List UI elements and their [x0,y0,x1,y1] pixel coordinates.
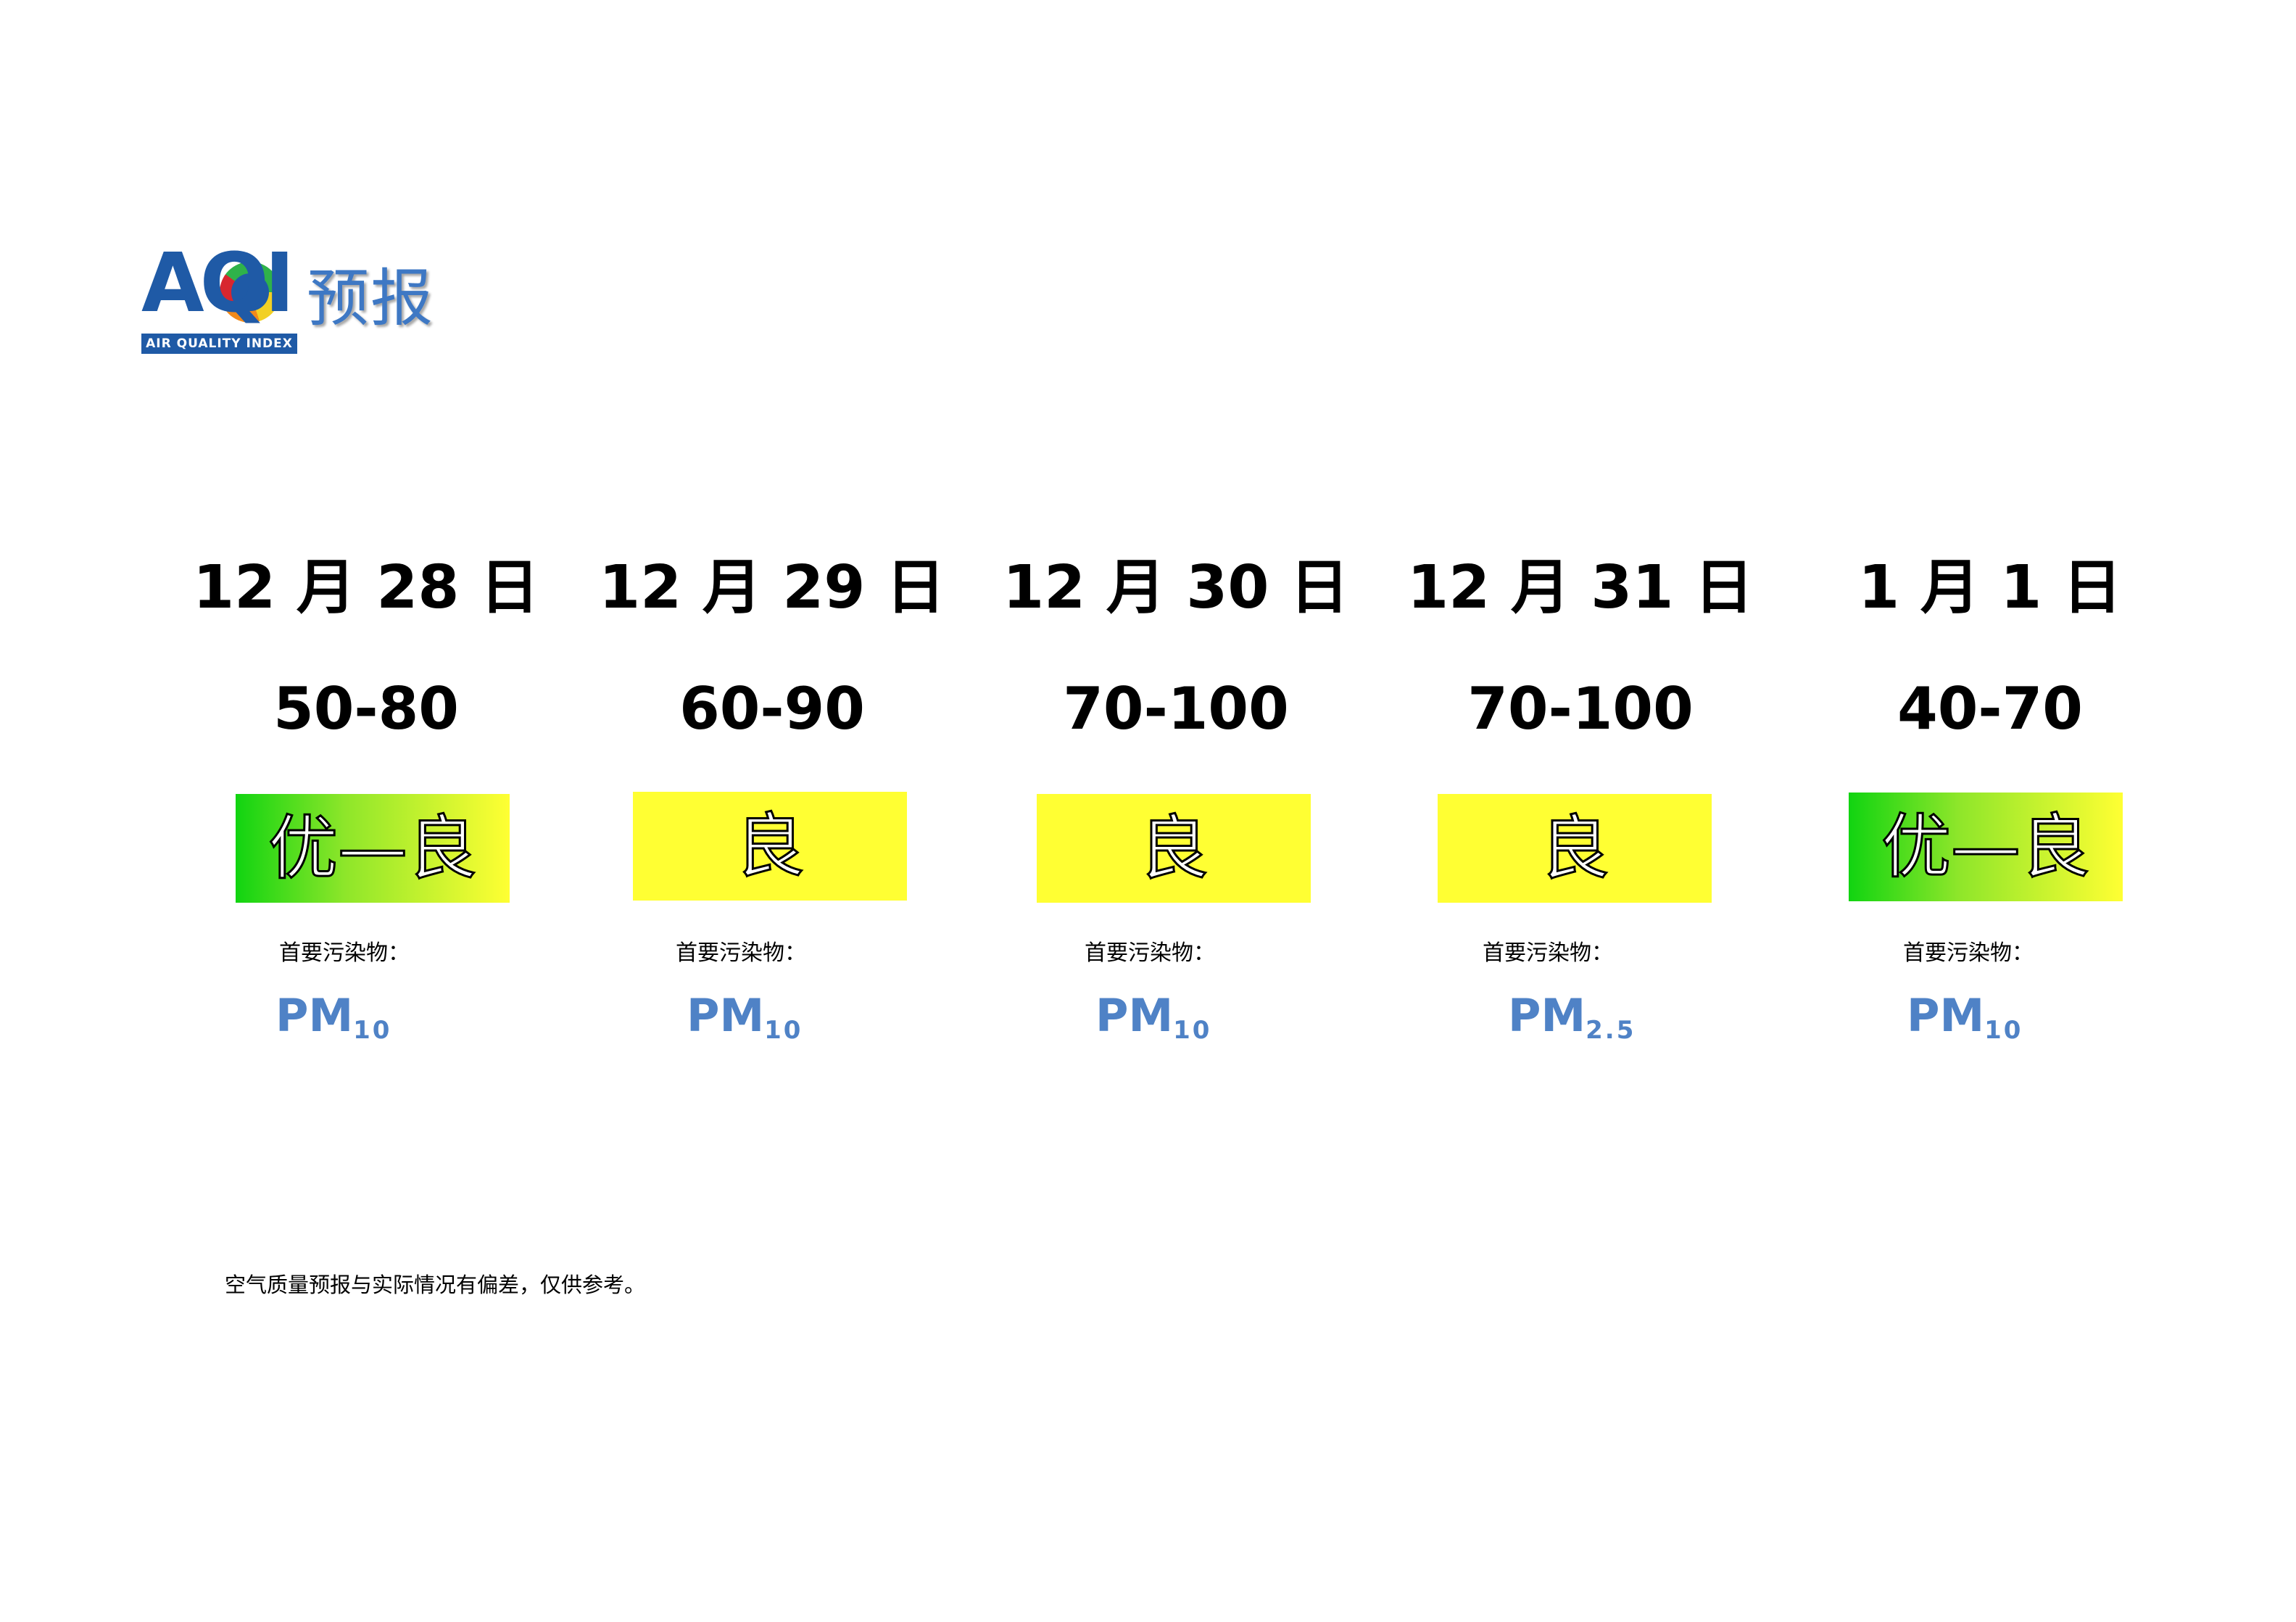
pollutant-name: PM [1508,989,1586,1042]
forecast-date: 12 月 28 日 [193,553,539,622]
pollutant-name: PM [275,989,354,1042]
logo-subtitle: AIR QUALITY INDEX [141,334,297,354]
primary-pollutant-label: 首要污染物： [1903,940,2034,966]
primary-pollutant-label: 首要污染物： [1085,940,1215,966]
forecast-day-5: 1 月 1 日 40-70 优—良 首要污染物： PM10 [1802,544,2179,1066]
primary-pollutant-label: 首要污染物： [676,940,806,966]
air-quality-level-badge: 优—良 [236,794,510,903]
primary-pollutant: PM2.5 [1508,993,1636,1043]
pollutant-size: 2.5 [1586,1016,1636,1045]
pollutant-name: PM [1907,989,1985,1042]
pollutant-name: PM [1095,989,1174,1042]
logo-brand-text: AQI [141,236,295,331]
air-quality-level-badge: 良 [1438,794,1712,903]
pollutant-size: 10 [1984,1016,2023,1045]
air-quality-level-badge: 优—良 [1849,793,2123,901]
primary-pollutant: PM10 [1907,993,2023,1043]
forecast-day-4: 12 月 31 日 70-100 良 首要污染物： PM2.5 [1392,544,1769,1066]
aqi-range: 60-90 [679,675,865,742]
aqi-range: 70-100 [1063,675,1289,742]
aqi-range: 70-100 [1467,675,1694,742]
air-quality-level-badge: 良 [633,792,907,901]
pollutant-size: 10 [764,1016,803,1045]
pollutant-name: PM [687,989,765,1042]
primary-pollutant: PM10 [1095,993,1211,1043]
forecast-day-1: 12 月 28 日 50-80 优—良 首要污染物： PM10 [178,544,555,1066]
primary-pollutant-label: 首要污染物： [1483,940,1613,966]
aqi-range: 50-80 [273,675,459,742]
forecast-date: 12 月 29 日 [599,553,945,622]
aqi-logo: AQI AIR QUALITY INDEX 预报 [141,243,460,359]
forecast-day-3: 12 月 30 日 70-100 良 首要污染物： PM10 [987,544,1364,1066]
forecast-day-2: 12 月 29 日 60-90 良 首要污染物： PM10 [584,544,961,1066]
primary-pollutant: PM10 [687,993,803,1043]
primary-pollutant-label: 首要污染物： [279,940,410,966]
disclaimer-note: 空气质量预报与实际情况有偏差，仅供参考。 [225,1273,646,1297]
air-quality-level-badge: 良 [1037,794,1311,903]
aqi-logo-mark: AQI AIR QUALITY INDEX [141,243,297,354]
forecast-date: 12 月 30 日 [1003,553,1349,622]
primary-pollutant: PM10 [275,993,391,1043]
page-title: 预报 [307,262,434,335]
forecast-date: 12 月 31 日 [1407,553,1754,622]
globe-icon [220,262,281,323]
pollutant-size: 10 [353,1016,392,1045]
forecast-date: 1 月 1 日 [1858,553,2122,622]
aqi-range: 40-70 [1897,675,2083,742]
pollutant-size: 10 [1173,1016,1212,1045]
